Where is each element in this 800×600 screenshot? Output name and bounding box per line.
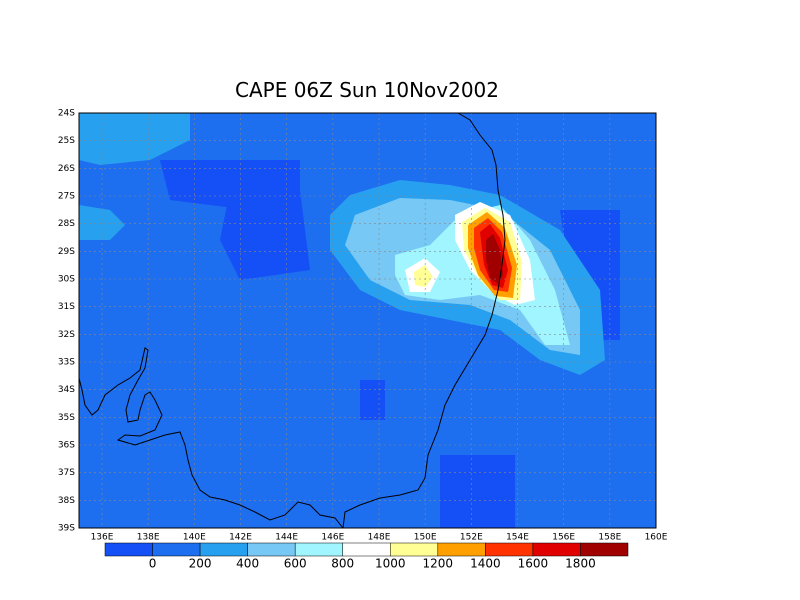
colorbar: 0 200 400 600 800 1000 1200 1400 1600 1800	[104, 542, 629, 571]
colorbar-box	[152, 542, 201, 557]
lon-label: 150E	[414, 533, 437, 543]
lat-label: 26S	[58, 164, 75, 174]
colorbar-label: 800	[331, 557, 354, 571]
colorbar-box	[532, 542, 581, 557]
coastline	[78, 347, 344, 529]
lat-label: 28S	[58, 219, 75, 229]
lon-label: 138E	[137, 533, 160, 543]
lat-label: 27S	[58, 192, 75, 202]
lon-label: 136E	[91, 533, 114, 543]
cape-region	[360, 380, 385, 420]
lat-label: 29S	[58, 247, 75, 257]
lon-label: 144E	[275, 533, 298, 543]
lon-label: 154E	[506, 533, 529, 543]
colorbar-label: 600	[284, 557, 307, 571]
colorbar-label: 1000	[375, 557, 406, 571]
lon-label: 146E	[321, 533, 344, 543]
cape-region	[414, 265, 433, 287]
lon-label: 158E	[598, 533, 621, 543]
plot-frame	[78, 112, 657, 529]
lat-label: 33S	[58, 358, 75, 368]
cape-region	[440, 455, 515, 528]
lon-label: 140E	[183, 533, 206, 543]
lon-label: 142E	[229, 533, 252, 543]
colorbar-box	[485, 542, 534, 557]
lat-label: 24S	[58, 109, 75, 119]
lat-label: 38S	[58, 496, 75, 506]
lon-label: 156E	[552, 533, 575, 543]
lat-label: 31S	[58, 302, 75, 312]
colorbar-box	[580, 542, 629, 557]
colorbar-box	[247, 542, 296, 557]
cape-region	[220, 190, 310, 280]
lon-label: 148E	[368, 533, 391, 543]
colorbar-label: 1400	[470, 557, 501, 571]
colorbar-box	[104, 542, 153, 557]
lon-label: 152E	[460, 533, 483, 543]
lat-label: 36S	[58, 441, 75, 451]
lat-label: 34S	[58, 385, 75, 395]
lat-label: 32S	[58, 330, 75, 340]
lat-label: 25S	[58, 136, 75, 146]
colorbar-box	[390, 542, 439, 557]
colorbar-label: 400	[236, 557, 259, 571]
lat-label: 39S	[58, 524, 75, 534]
colorbar-box	[342, 542, 391, 557]
coastline	[342, 112, 506, 529]
lon-label: 160E	[645, 533, 668, 543]
colorbar-box	[294, 542, 343, 557]
colorbar-label: 1200	[423, 557, 454, 571]
colorbar-label: 0	[149, 557, 157, 571]
lat-label: 35S	[58, 413, 75, 423]
colorbar-label: 200	[189, 557, 212, 571]
cape-region	[486, 234, 503, 284]
cape-region	[79, 205, 125, 240]
lat-label: 37S	[58, 468, 75, 478]
cape-region	[79, 113, 190, 165]
colorbar-label: 1600	[518, 557, 549, 571]
colorbar-box	[199, 542, 248, 557]
cape-field	[79, 113, 656, 528]
lat-label: 30S	[58, 275, 75, 285]
colorbar-label: 1800	[565, 557, 596, 571]
map-title: CAPE 06Z Sun 10Nov2002	[235, 78, 499, 102]
colorbar-box	[437, 542, 486, 557]
